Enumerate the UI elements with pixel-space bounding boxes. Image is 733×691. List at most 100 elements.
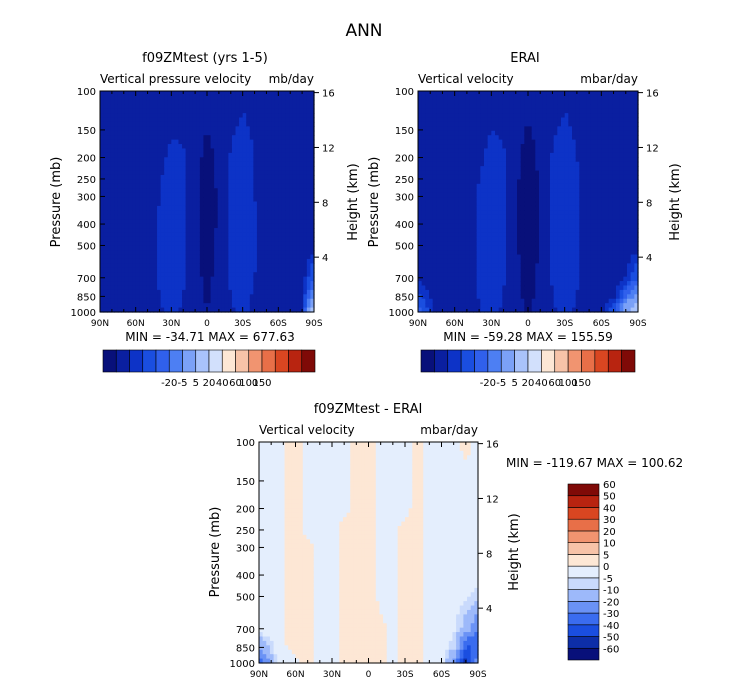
heatmap-cell <box>451 206 455 211</box>
heatmap-cell <box>535 210 539 215</box>
heatmap-cell <box>114 104 118 109</box>
heatmap-cell <box>543 294 547 299</box>
heatmap-cell <box>175 268 179 273</box>
y-tick-label: 850 <box>77 292 96 303</box>
heatmap-cell <box>293 91 297 96</box>
heatmap-cell <box>218 206 222 211</box>
heatmap-cell <box>264 263 268 268</box>
heatmap-cell <box>239 184 243 189</box>
heatmap-cell <box>157 179 161 184</box>
heatmap-cell <box>246 294 250 299</box>
y-tick-label: 200 <box>77 154 96 165</box>
heatmap-cell <box>111 215 115 220</box>
heatmap-cell <box>132 206 136 211</box>
heatmap-cell <box>275 228 279 233</box>
heatmap-cell <box>150 241 154 246</box>
heatmap-cell <box>207 210 211 215</box>
heatmap-cell <box>182 197 186 202</box>
heatmap-cell <box>264 224 268 229</box>
heatmap-cell <box>121 277 125 282</box>
heatmap-cell <box>422 148 426 153</box>
heatmap-cell <box>239 294 243 299</box>
heatmap-cell <box>285 281 289 286</box>
heatmap-cell <box>289 148 293 153</box>
heatmap-cell <box>524 250 528 255</box>
heatmap-cell <box>543 255 547 260</box>
heatmap-cell <box>253 144 257 149</box>
heatmap-cell <box>436 171 440 176</box>
heatmap-cell <box>111 188 115 193</box>
heatmap-cell <box>207 104 211 109</box>
heatmap-cell <box>506 219 510 224</box>
heatmap-cell <box>196 272 200 277</box>
heatmap-cell <box>296 153 300 158</box>
heatmap-cell <box>436 126 440 131</box>
heatmap-cell <box>257 303 261 308</box>
heatmap-cell <box>228 250 232 255</box>
heatmap-cell <box>532 135 536 140</box>
heatmap-cell <box>543 135 547 140</box>
heatmap-cell <box>532 126 536 131</box>
heatmap-cell <box>418 135 422 140</box>
heatmap-cell <box>462 91 466 96</box>
heatmap-cell <box>510 228 514 233</box>
heatmap-cell <box>132 272 136 277</box>
heatmap-cell <box>462 290 466 295</box>
heatmap-cell <box>136 193 140 198</box>
heatmap-cell <box>200 100 204 105</box>
heatmap-cell <box>293 193 297 198</box>
heatmap-cell <box>207 122 211 127</box>
heatmap-cell <box>528 263 532 268</box>
heatmap-cell <box>462 197 466 202</box>
heatmap-cell <box>293 109 297 114</box>
heatmap-cell <box>232 290 236 295</box>
heatmap-cell <box>455 281 459 286</box>
heatmap-cell <box>261 250 265 255</box>
heatmap-cell <box>100 179 104 184</box>
heatmap-cell <box>157 290 161 295</box>
heatmap-cell <box>243 246 247 251</box>
heatmap-cell <box>546 250 550 255</box>
heatmap-cell <box>440 237 444 242</box>
heatmap-cell <box>261 140 265 145</box>
heatmap-cell <box>164 263 168 268</box>
heatmap-cell <box>232 255 236 260</box>
heatmap-cell <box>543 232 547 237</box>
heatmap-cell <box>139 171 143 176</box>
heatmap-cell <box>132 100 136 105</box>
heatmap-cell <box>146 206 150 211</box>
heatmap-cell <box>480 250 484 255</box>
heatmap-cell <box>466 215 470 220</box>
heatmap-cell <box>296 210 300 215</box>
heatmap-cell <box>303 241 307 246</box>
heatmap-cell <box>451 104 455 109</box>
heatmap-cell <box>246 255 250 260</box>
heatmap-cell <box>289 104 293 109</box>
heatmap-cell <box>218 135 222 140</box>
heatmap-cell <box>502 171 506 176</box>
heatmap-cell <box>440 294 444 299</box>
heatmap-cell <box>293 153 297 158</box>
heatmap-cell <box>275 259 279 264</box>
heatmap-cell <box>293 277 297 282</box>
y2-axis-label: Height (km) <box>346 163 361 240</box>
heatmap-cell <box>517 224 521 229</box>
heatmap-cell <box>246 281 250 286</box>
heatmap-cell <box>510 263 514 268</box>
heatmap-cell <box>218 210 222 215</box>
heatmap-cell <box>118 210 122 215</box>
heatmap-cell <box>307 109 311 114</box>
heatmap-cell <box>303 197 307 202</box>
heatmap-cell <box>214 215 218 220</box>
heatmap-cell <box>154 100 158 105</box>
heatmap-cell <box>491 263 495 268</box>
heatmap-cell <box>289 144 293 149</box>
heatmap-cell <box>425 215 429 220</box>
x-tick-label: 90N <box>91 319 109 329</box>
heatmap-cell <box>104 290 108 295</box>
heatmap-cell <box>107 241 111 246</box>
heatmap-cell <box>164 277 168 282</box>
heatmap-cell <box>429 294 433 299</box>
heatmap-cell <box>550 118 554 123</box>
heatmap-cell <box>168 100 172 105</box>
